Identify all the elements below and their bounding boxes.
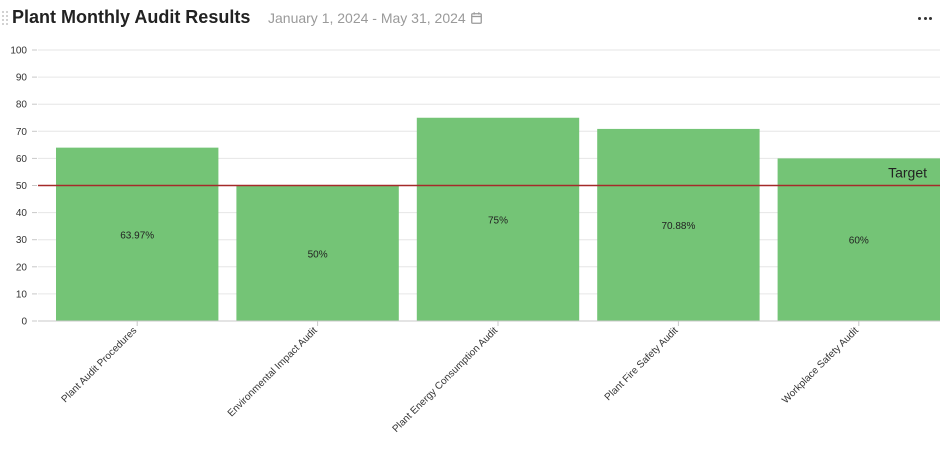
bar-value-label: 75% — [488, 215, 508, 226]
more-options-button[interactable] — [913, 10, 937, 26]
y-tick-label: 0 — [21, 317, 27, 328]
bar — [56, 147, 219, 321]
bar — [416, 117, 580, 321]
date-range-picker[interactable]: January 1, 2024 - May 31, 2024 — [268, 10, 482, 26]
y-tick-label: 10 — [16, 289, 28, 300]
x-axis-ticks: Plant Audit Procedures Environmental Impa… — [60, 321, 861, 435]
y-tick-label: 70 — [16, 127, 28, 138]
date-range-label: January 1, 2024 - May 31, 2024 — [268, 10, 466, 26]
bar-value-label: 63.97% — [120, 230, 154, 241]
y-tick-label: 80 — [16, 100, 28, 111]
x-tick-label: Plant Fire Safety Audit — [603, 325, 681, 403]
drag-handle-icon[interactable] — [2, 11, 10, 25]
bar-value-label: 50% — [308, 249, 328, 260]
x-tick-label: Environmental Impact Audit — [226, 325, 320, 419]
y-tick-label: 30 — [16, 235, 28, 246]
bars: 63.97% 50% 75% 70.88% 60% — [56, 117, 940, 321]
widget-header: Plant Monthly Audit Results January 1, 2… — [0, 0, 951, 36]
y-tick-label: 20 — [16, 262, 28, 273]
chart-title: Plant Monthly Audit Results — [12, 7, 251, 27]
y-tick-label: 100 — [10, 46, 27, 57]
x-tick-label: Plant Energy Consumption Audit — [391, 325, 501, 435]
x-tick-label: Workplace Safety Audit — [780, 325, 861, 406]
y-tick-label: 40 — [16, 208, 28, 219]
y-tick-label: 90 — [16, 73, 28, 84]
x-tick-label: Plant Audit Procedures — [60, 325, 140, 405]
bar-value-label: 60% — [849, 236, 869, 247]
y-axis-ticks: 0 10 20 30 40 50 60 70 80 90 100 — [10, 46, 37, 328]
target-label: Target — [888, 165, 927, 181]
bar-value-label: 70.88% — [661, 221, 695, 232]
y-tick-label: 60 — [16, 154, 28, 165]
bar — [236, 185, 399, 321]
calendar-icon[interactable] — [470, 12, 482, 24]
y-tick-label: 50 — [16, 181, 28, 192]
bar — [597, 128, 760, 321]
